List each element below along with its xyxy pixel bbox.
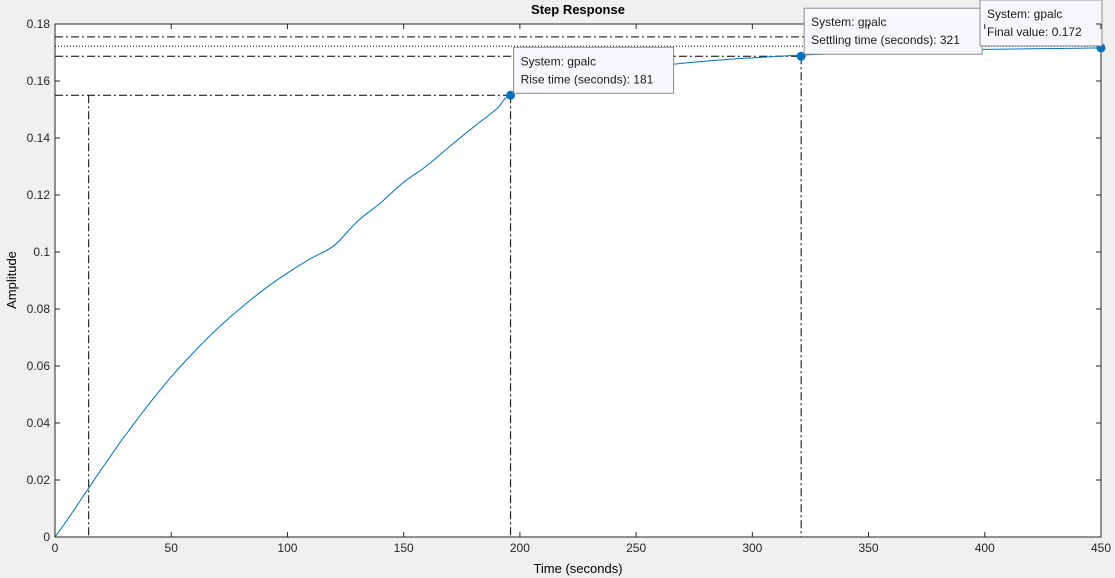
y-tick-label: 0.08 xyxy=(27,302,51,316)
y-tick-label: 0.14 xyxy=(27,131,51,145)
x-tick-label: 200 xyxy=(510,541,530,555)
datatip-value-label: Final value: 0.172 xyxy=(987,25,1082,39)
y-tick-label: 0.18 xyxy=(27,17,51,31)
x-tick-label: 300 xyxy=(742,541,762,555)
y-tick-label: 0.06 xyxy=(27,359,51,373)
chart-title: Step Response xyxy=(531,2,625,17)
datatip-box xyxy=(803,7,983,55)
x-tick-label: 50 xyxy=(165,541,179,555)
x-tick-label: 0 xyxy=(52,541,59,555)
plot-area[interactable] xyxy=(54,23,1102,538)
datatip-marker[interactable] xyxy=(506,90,516,100)
y-tick-label: 0.12 xyxy=(27,188,51,202)
x-axis-ticks: 0 50 100 150 200 250 300 350 400 450 xyxy=(52,24,1111,555)
datatip-value-label: Rise time (seconds): 181 xyxy=(521,72,654,86)
x-tick-label: 100 xyxy=(277,541,297,555)
x-tick-label: 350 xyxy=(859,541,879,555)
x-axis-title: Time (seconds) xyxy=(533,561,622,576)
y-tick-label: 0.1 xyxy=(33,245,50,259)
datatip-box xyxy=(513,46,675,94)
datatip-system-label: System: gpalc xyxy=(987,7,1062,21)
y-axis-title: Amplitude xyxy=(4,251,19,309)
y-tick-label: 0 xyxy=(43,530,50,544)
datatip[interactable]: System: gpalc Rise time (seconds): 181 xyxy=(513,46,675,94)
datatip-system-label: System: gpalc xyxy=(521,54,596,68)
y-tick-label: 0.04 xyxy=(27,416,51,430)
datatip-system-label: System: gpalc xyxy=(811,15,886,29)
datatip-value-label: Settling time (seconds): 321 xyxy=(811,33,960,47)
datatip[interactable]: System: gpalc Final value: 0.172 xyxy=(979,0,1103,47)
datatip-marker[interactable] xyxy=(796,51,806,61)
x-tick-label: 400 xyxy=(975,541,995,555)
datatip-box xyxy=(979,0,1103,47)
x-tick-label: 150 xyxy=(394,541,414,555)
x-tick-label: 250 xyxy=(626,541,646,555)
x-tick-label: 450 xyxy=(1091,541,1111,555)
datatip[interactable]: System: gpalc Settling time (seconds): 32… xyxy=(803,7,983,55)
y-tick-label: 0.16 xyxy=(27,74,51,88)
y-axis-ticks: 0 0.02 0.04 0.06 0.08 0.1 0.12 0.14 0.16 0.18 xyxy=(27,17,1101,544)
y-tick-label: 0.02 xyxy=(27,473,51,487)
